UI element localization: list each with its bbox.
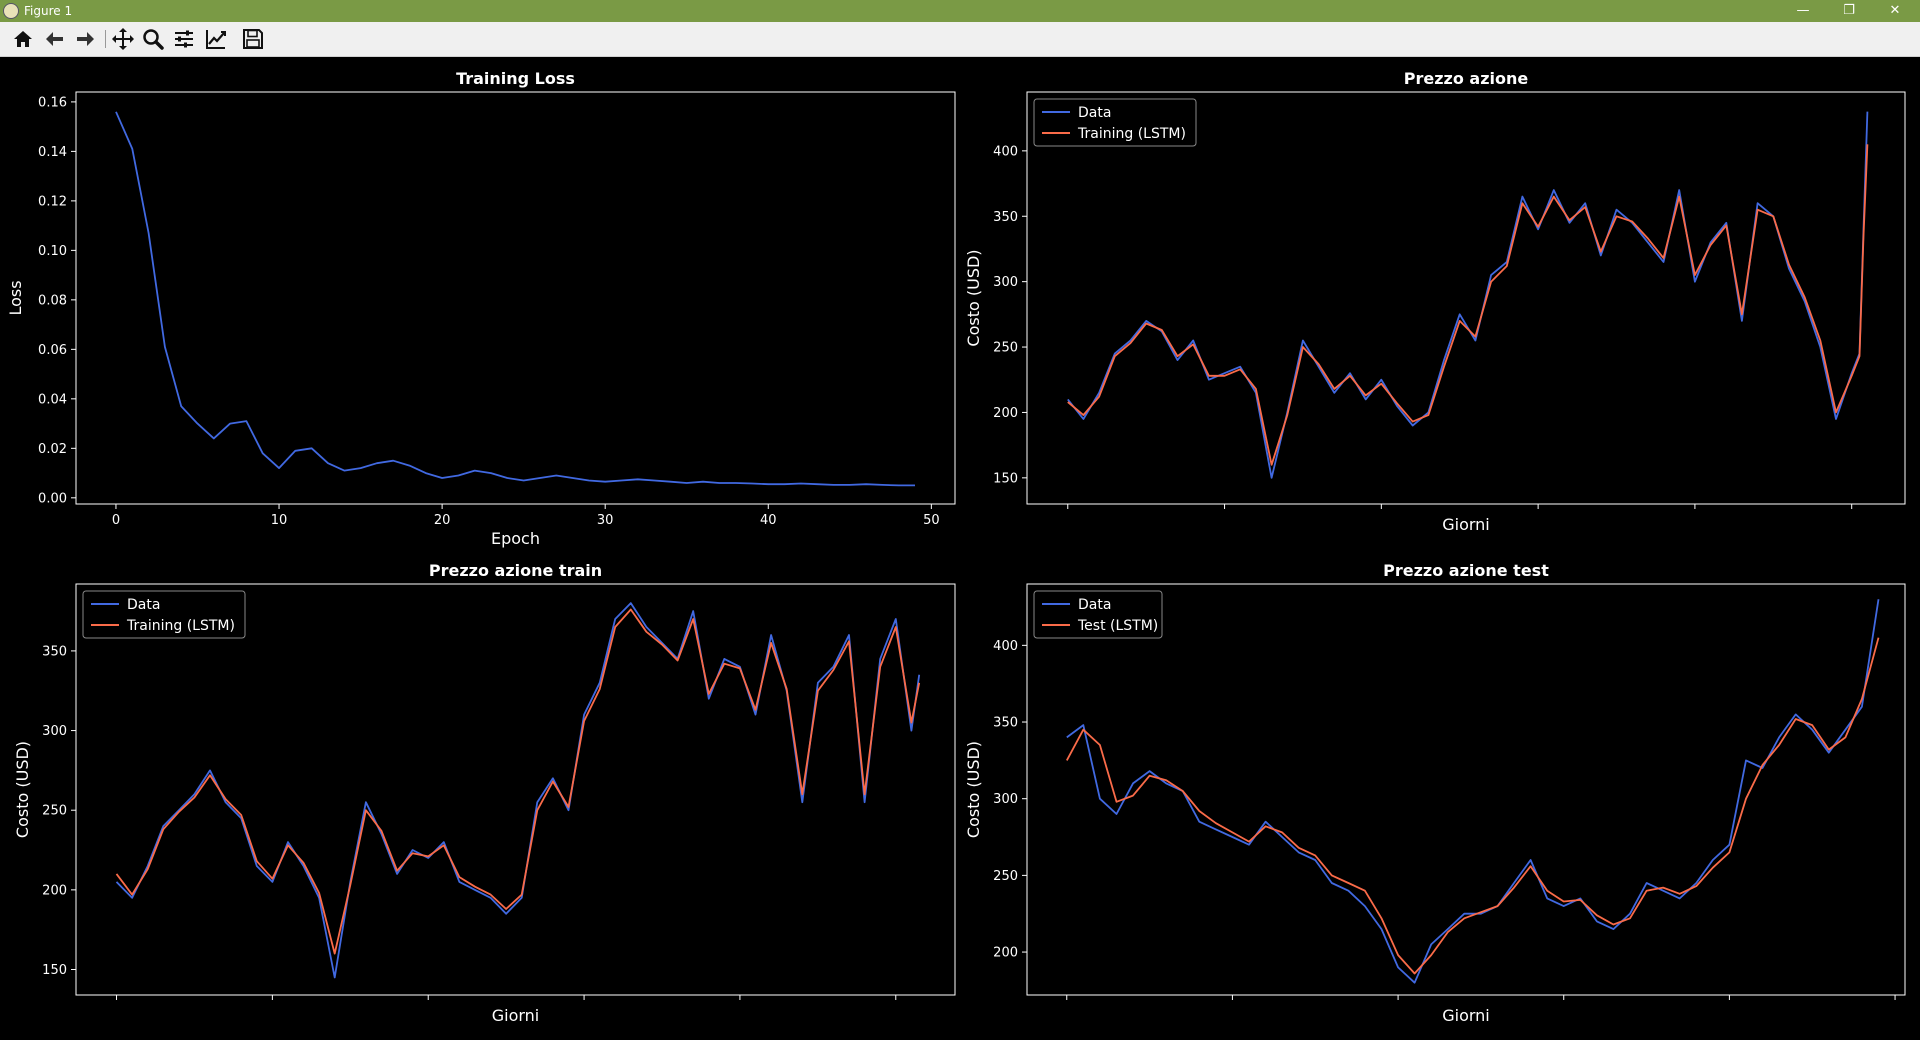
- series-line-training-lstm-: [115, 608, 921, 955]
- figure-plot-area: 0 10 20 30 40 50 0.00 0.02 0.04 0.06 0.08 0.10 0.12 0…: [6, 69, 1906, 1025]
- y-axis-label: Costo (USD): [13, 741, 32, 838]
- restore-button[interactable]: ❐: [1843, 3, 1855, 18]
- chart-1: 0 10 20 30 40 50 0.00 0.02 0.04 0.06 0.08 0.10 0.12 0…: [6, 69, 956, 548]
- y-tick-label: 350: [42, 644, 67, 659]
- x-tick-label: 20: [434, 513, 451, 528]
- x-tick-label: 50: [923, 513, 940, 528]
- legend-label: Training (LSTM): [1077, 126, 1186, 142]
- back-arrow-icon[interactable]: [43, 27, 69, 51]
- edit-axes-icon[interactable]: [204, 27, 230, 51]
- y-tick-label: 0.08: [38, 293, 67, 308]
- x-axis-label: Giorni: [1442, 1006, 1490, 1025]
- y-tick-label: 400: [993, 639, 1018, 654]
- x-axis-label: Giorni: [1442, 515, 1490, 534]
- chart-3: 150 200 250 300 350 Prezzo azione train Giorni…: [13, 561, 956, 1025]
- x-axis-label: Giorni: [492, 1006, 540, 1025]
- chart-2: 150 200 250 300 350 400 Prezzo azione Giorni Cos…: [964, 69, 1906, 534]
- y-tick-label: 300: [993, 792, 1018, 807]
- toolbar-separator: [105, 30, 106, 48]
- y-tick-label: 200: [993, 406, 1018, 421]
- configure-subplots-icon[interactable]: [172, 27, 198, 51]
- close-button[interactable]: ✕: [1889, 3, 1901, 18]
- legend-box: [82, 590, 246, 639]
- y-tick-label: 200: [42, 883, 67, 898]
- y-tick-label: 300: [42, 724, 67, 739]
- legend-label: Data: [1078, 597, 1111, 613]
- navigation-toolbar: [0, 22, 1920, 57]
- y-tick-label: 300: [993, 275, 1018, 290]
- home-icon[interactable]: [11, 27, 37, 51]
- series-line-data: [1067, 111, 1869, 479]
- y-tick-label: 0.12: [38, 194, 67, 209]
- forward-arrow-icon[interactable]: [73, 27, 99, 51]
- zoom-icon[interactable]: [141, 27, 167, 51]
- legend-label: Data: [127, 597, 160, 613]
- series-line-loss: [115, 111, 915, 487]
- legend-label: Data: [1078, 105, 1111, 121]
- y-tick-label: 250: [42, 804, 67, 819]
- series-line-test-lstm-: [1066, 637, 1880, 975]
- x-tick-label: 0: [112, 513, 120, 528]
- y-tick-label: 0.02: [38, 442, 67, 457]
- y-tick-label: 0.14: [38, 145, 67, 160]
- series-line-data: [1066, 599, 1880, 984]
- chart-title: Training Loss: [456, 69, 575, 88]
- y-tick-label: 250: [993, 341, 1018, 356]
- y-tick-label: 0.04: [38, 392, 67, 407]
- chart-title: Prezzo azione test: [1383, 561, 1549, 580]
- chart-title: Prezzo azione: [1404, 69, 1529, 88]
- app-logo-icon: [3, 3, 19, 19]
- x-tick-label: 10: [271, 513, 288, 528]
- window-titlebar: Figure 1 — ❐ ✕: [0, 0, 1920, 22]
- axes-frame: [75, 583, 956, 996]
- y-tick-label: 150: [993, 471, 1018, 486]
- y-axis-label: Costo (USD): [964, 741, 983, 838]
- legend-label: Training (LSTM): [126, 618, 235, 634]
- y-tick-label: 0.00: [38, 491, 67, 506]
- y-tick-label: 350: [993, 210, 1018, 225]
- y-tick-label: 0.16: [38, 95, 67, 110]
- axes-frame: [1026, 583, 1906, 996]
- legend-box: [1033, 98, 1197, 147]
- y-axis-label: Loss: [6, 280, 25, 315]
- y-axis-label: Costo (USD): [964, 249, 983, 346]
- series-line-training-lstm-: [1067, 144, 1869, 466]
- axes-frame: [1026, 91, 1906, 505]
- window-title: Figure 1: [24, 4, 73, 18]
- save-icon[interactable]: [241, 27, 267, 51]
- x-tick-label: 40: [760, 513, 777, 528]
- y-tick-label: 0.06: [38, 343, 67, 358]
- series-line-data: [115, 602, 921, 979]
- figure-canvas: 0 10 20 30 40 50 0.00 0.02 0.04 0.06 0.08 0.10 0.12 0…: [0, 57, 1920, 1040]
- legend-label: Test (LSTM): [1077, 618, 1158, 634]
- y-tick-label: 350: [993, 716, 1018, 731]
- x-tick-label: 30: [597, 513, 614, 528]
- y-tick-label: 200: [993, 946, 1018, 961]
- pan-icon[interactable]: [111, 27, 137, 51]
- y-tick-label: 150: [42, 963, 67, 978]
- x-axis-label: Epoch: [491, 529, 540, 548]
- y-tick-label: 250: [993, 869, 1018, 884]
- legend-box: [1033, 590, 1163, 639]
- minimize-button[interactable]: —: [1796, 3, 1810, 18]
- y-tick-label: 400: [993, 144, 1018, 159]
- axes-frame: [75, 91, 956, 505]
- chart-4: 200 250 300 350 400 Prezzo azione test Giorni C…: [964, 561, 1906, 1025]
- y-tick-label: 0.10: [38, 244, 67, 259]
- chart-title: Prezzo azione train: [429, 561, 602, 580]
